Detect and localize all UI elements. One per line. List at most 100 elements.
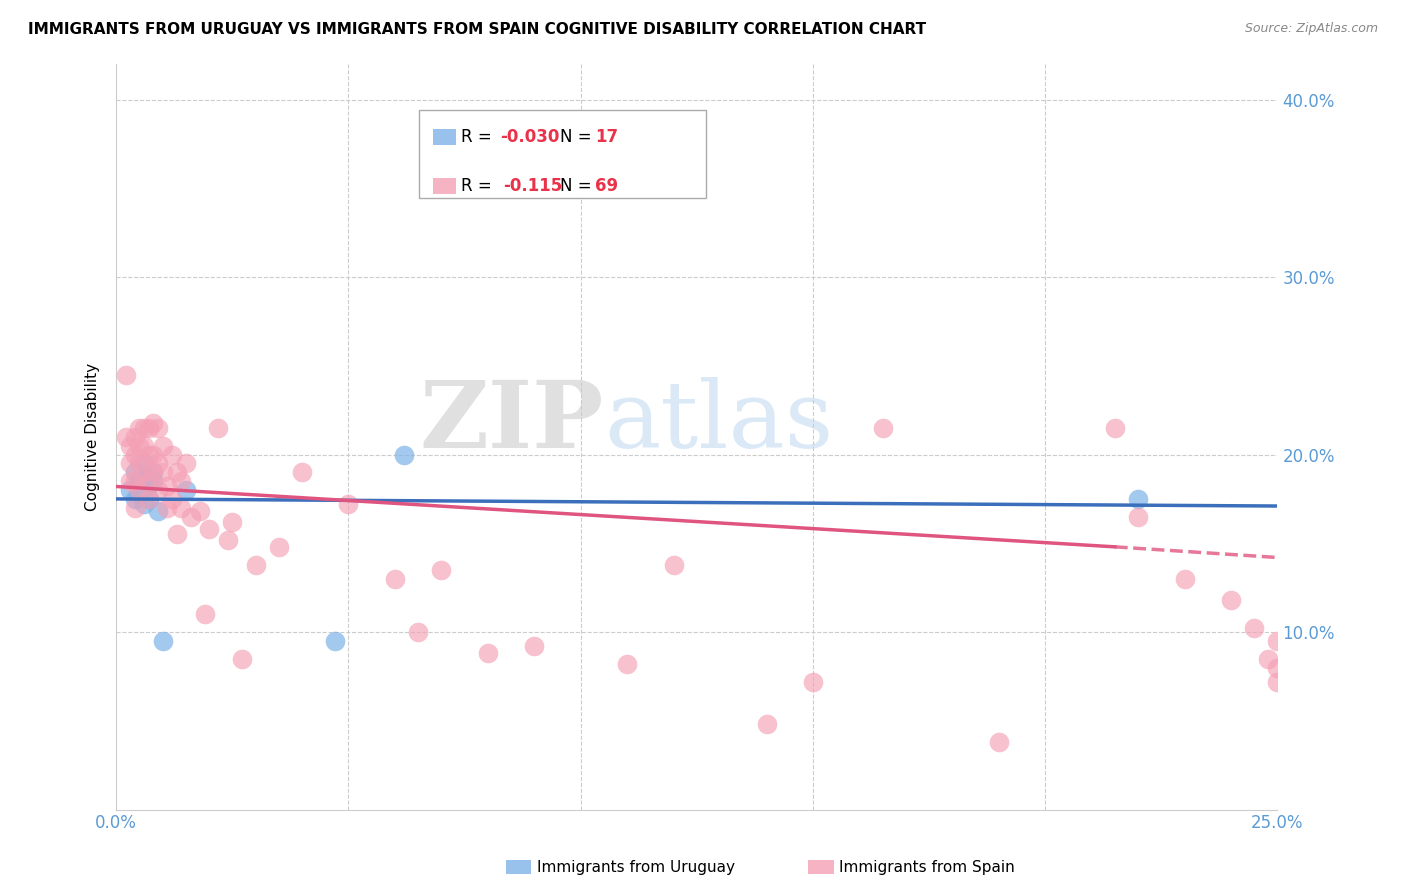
Point bbox=[138, 421, 160, 435]
Text: R =: R = bbox=[461, 178, 502, 195]
Point bbox=[180, 509, 202, 524]
Text: 69: 69 bbox=[595, 178, 617, 195]
Point bbox=[120, 474, 142, 488]
Point bbox=[616, 657, 638, 671]
Point bbox=[114, 368, 136, 382]
Point bbox=[755, 717, 778, 731]
Point bbox=[174, 457, 197, 471]
Point bbox=[1220, 593, 1243, 607]
Point bbox=[120, 457, 142, 471]
Point bbox=[267, 540, 290, 554]
Text: 17: 17 bbox=[595, 128, 617, 146]
Point bbox=[114, 430, 136, 444]
Point bbox=[128, 457, 150, 471]
Point bbox=[198, 522, 221, 536]
Point bbox=[138, 448, 160, 462]
Point bbox=[128, 421, 150, 435]
Point bbox=[1173, 572, 1195, 586]
Point bbox=[128, 439, 150, 453]
Point bbox=[156, 500, 179, 515]
Point bbox=[152, 634, 174, 648]
Point bbox=[872, 421, 894, 435]
Text: R =: R = bbox=[461, 128, 498, 146]
Point bbox=[801, 674, 824, 689]
Point bbox=[394, 448, 416, 462]
Point bbox=[170, 500, 193, 515]
Text: Immigrants from Uruguay: Immigrants from Uruguay bbox=[537, 860, 735, 874]
Point bbox=[134, 457, 156, 471]
Text: IMMIGRANTS FROM URUGUAY VS IMMIGRANTS FROM SPAIN COGNITIVE DISABILITY CORRELATIO: IMMIGRANTS FROM URUGUAY VS IMMIGRANTS FR… bbox=[28, 22, 927, 37]
Point bbox=[174, 483, 197, 497]
Point bbox=[134, 421, 156, 435]
Point bbox=[142, 474, 165, 488]
Point bbox=[245, 558, 267, 572]
Point bbox=[231, 651, 253, 665]
Point bbox=[134, 497, 156, 511]
Point bbox=[384, 572, 406, 586]
Point bbox=[146, 457, 169, 471]
Point bbox=[138, 477, 160, 491]
Point bbox=[160, 491, 183, 506]
Point bbox=[128, 483, 150, 497]
Text: atlas: atlas bbox=[605, 377, 834, 467]
Y-axis label: Cognitive Disability: Cognitive Disability bbox=[86, 363, 100, 511]
Point bbox=[1257, 651, 1279, 665]
Point bbox=[128, 474, 150, 488]
Point bbox=[662, 558, 685, 572]
Text: -0.115: -0.115 bbox=[503, 178, 562, 195]
Point bbox=[523, 639, 546, 653]
Point bbox=[291, 465, 314, 479]
Point bbox=[166, 527, 188, 541]
Point bbox=[146, 504, 169, 518]
Point bbox=[221, 515, 243, 529]
Text: Immigrants from Spain: Immigrants from Spain bbox=[839, 860, 1015, 874]
Point bbox=[477, 646, 499, 660]
Point bbox=[146, 421, 169, 435]
Point bbox=[193, 607, 215, 622]
Point bbox=[124, 500, 146, 515]
Point bbox=[406, 625, 429, 640]
Point bbox=[138, 474, 160, 488]
Point bbox=[134, 439, 156, 453]
Point bbox=[120, 483, 142, 497]
Point bbox=[138, 491, 160, 506]
Point bbox=[128, 486, 150, 500]
Point bbox=[1126, 509, 1149, 524]
Point bbox=[1126, 491, 1149, 506]
Text: ZIP: ZIP bbox=[420, 377, 605, 467]
Point bbox=[134, 465, 156, 479]
Point bbox=[1104, 421, 1126, 435]
Point bbox=[124, 448, 146, 462]
Point bbox=[1267, 634, 1289, 648]
Point bbox=[156, 479, 179, 493]
Point bbox=[142, 416, 165, 430]
Point bbox=[170, 474, 193, 488]
Point bbox=[217, 533, 239, 547]
Text: N =: N = bbox=[560, 178, 596, 195]
Point bbox=[1267, 674, 1289, 689]
Point bbox=[207, 421, 229, 435]
Point bbox=[124, 474, 146, 488]
Point bbox=[188, 504, 211, 518]
Text: N =: N = bbox=[560, 128, 596, 146]
Point bbox=[323, 634, 346, 648]
Point bbox=[1267, 660, 1289, 674]
Point bbox=[142, 465, 165, 479]
Point bbox=[152, 439, 174, 453]
Point bbox=[124, 465, 146, 479]
Point bbox=[430, 563, 453, 577]
Point bbox=[160, 448, 183, 462]
Point bbox=[152, 465, 174, 479]
Point bbox=[337, 497, 360, 511]
Point bbox=[166, 465, 188, 479]
Point bbox=[138, 491, 160, 506]
Point bbox=[142, 448, 165, 462]
Point bbox=[142, 465, 165, 479]
Point bbox=[120, 439, 142, 453]
Point bbox=[124, 491, 146, 506]
Point bbox=[1243, 622, 1265, 636]
Point bbox=[987, 735, 1010, 749]
Text: -0.030: -0.030 bbox=[501, 128, 560, 146]
Point bbox=[146, 483, 169, 497]
Point bbox=[124, 430, 146, 444]
